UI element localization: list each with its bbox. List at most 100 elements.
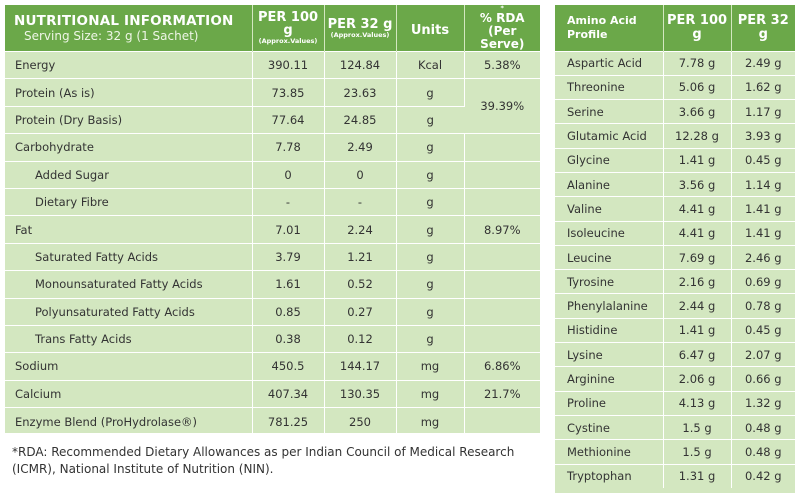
table-row: Proline 4.13 g 1.32 g [555, 391, 795, 416]
amino-per32-value: 0.48 g [744, 444, 782, 459]
nutrient-name: Dietary Fibre [5, 188, 253, 216]
amino-acid-name: Leucine [555, 245, 664, 270]
amino-per32-value: 0.69 g [744, 274, 782, 289]
table-row: Added Sugar 0 0 g [5, 161, 540, 189]
amino-per32-value: 0.78 g [744, 299, 782, 314]
table-row: Enzyme Blend (ProHydrolase®) 781.25 250 … [5, 407, 540, 435]
per100-value: 0.38 [252, 325, 325, 353]
per100-value: 390.11 [252, 51, 325, 79]
table-row: Lysine 6.47 g 2.07 g [555, 342, 795, 367]
amino-per32-value: 1.41 g [744, 201, 782, 216]
per100-value: 1.61 [252, 270, 325, 299]
table-row: Saturated Fatty Acids 3.79 1.21 g [5, 243, 540, 271]
amino-per100-value: 12.28 g [663, 123, 732, 149]
table-row: Protein (Dry Basis) 77.64 24.85 g [5, 106, 540, 134]
nutrition-panel: NUTRITIONAL INFORMATION Serving Size: 32… [5, 5, 540, 435]
amino-per100-value: 7.69 g [663, 245, 732, 270]
table-row: Protein (As is) 73.85 23.63 g 39.39% [5, 78, 540, 113]
amino-header-row: Amino Acid Profile PER 100 g PER 32 g [555, 5, 795, 51]
amino-acid-name: Valine [555, 196, 664, 222]
amino-acid-name: Glycine [555, 148, 664, 173]
amino-per32-value: 2.49 g [744, 56, 782, 71]
per32-value: 24.85 [324, 106, 397, 134]
unit-value: g [396, 161, 465, 189]
table-row: Serine 3.66 g 1.17 g [555, 99, 795, 124]
rda-footnote: *RDA: Recommended Dietary Allowances as … [12, 445, 515, 476]
per32-value: - [324, 188, 397, 216]
nutrient-name: Sodium [5, 352, 253, 381]
rda-value: 39.39% [480, 99, 525, 114]
table-row: Leucine 7.69 g 2.46 g [555, 245, 795, 270]
amino-acid-name: Isoleucine [555, 221, 664, 246]
col-per32-label: PER 32 g [327, 16, 393, 32]
amino-acid-name: Aspartic Acid [555, 51, 664, 76]
table-row: Glycine 1.41 g 0.45 g [555, 148, 795, 173]
nutrient-name: Protein (Dry Basis) [5, 106, 253, 134]
amino-per100-value: 5.06 g [663, 75, 732, 100]
nutrition-table: NUTRITIONAL INFORMATION Serving Size: 32… [5, 5, 540, 435]
nutrient-name: Enzyme Blend (ProHydrolase®) [5, 407, 253, 435]
amino-per100-value: 1.41 g [663, 318, 732, 343]
amino-per100-value: 1.5 g [663, 415, 732, 440]
per100-value: 407.34 [252, 380, 325, 408]
nutrition-title: NUTRITIONAL INFORMATION [14, 13, 234, 29]
amino-per32-value: 1.17 g [744, 104, 782, 119]
amino-per32-value: 2.07 g [744, 347, 782, 362]
amino-per100-value: 2.06 g [663, 366, 732, 392]
unit-value: Kcal [396, 51, 465, 79]
nutrient-name: Calcium [5, 380, 253, 408]
per32-value: 2.49 [324, 133, 397, 162]
table-row: Sodium 450.5 144.17 mg 6.86% [5, 352, 540, 381]
per100-value: 3.79 [252, 243, 325, 271]
table-row: Phenylalanine 2.44 g 0.78 g [555, 293, 795, 319]
amino-per32-value: 0.66 g [744, 372, 782, 386]
amino-per32-value: 0.45 g [744, 323, 782, 338]
unit-value: g [396, 78, 465, 107]
amino-acid-name: Cystine [555, 415, 664, 440]
nutrition-title-cell: NUTRITIONAL INFORMATION Serving Size: 32… [5, 5, 253, 52]
amino-acid-name: Tyrosine [555, 269, 664, 294]
table-row: Monounsaturated Fatty Acids 1.61 0.52 g [5, 270, 540, 299]
per100-value: 781.25 [252, 407, 325, 435]
amino-per32-value: 1.62 g [744, 80, 782, 95]
unit-value: g [396, 215, 465, 244]
per32-value: 23.63 [324, 78, 397, 107]
rda-value [464, 161, 540, 188]
unit-value: g [396, 243, 465, 271]
table-row: Histidine 1.41 g 0.45 g [555, 318, 795, 343]
col-rda-header: * % RDA (Per Serve) [464, 5, 540, 52]
amino-per100-value: 6.47 g [663, 342, 732, 367]
col-per32-header: PER 32 g (Approx.Values) [324, 5, 397, 52]
amino-acid-name: Phenylalanine [555, 293, 664, 319]
nutrient-name: Monounsaturated Fatty Acids [5, 270, 253, 299]
amino-acid-name: Proline [555, 391, 664, 416]
amino-per100-value: 4.41 g [663, 196, 732, 222]
nutrient-name: Saturated Fatty Acids [5, 243, 253, 271]
per100-value: - [252, 188, 325, 216]
unit-value: g [396, 325, 465, 353]
table-row: Tyrosine 2.16 g 0.69 g [555, 269, 795, 294]
col-amino-per100-header: PER 100 g [663, 5, 732, 51]
nutrient-name: Carbohydrate [5, 133, 253, 162]
per32-value: 0.12 [324, 325, 397, 353]
amino-acid-name: Histidine [555, 318, 664, 343]
table-row: Valine 4.41 g 1.41 g [555, 196, 795, 222]
table-row: Energy 390.11 124.84 Kcal 5.38% [5, 51, 540, 79]
rda-value [464, 188, 540, 215]
per32-value: 1.21 [324, 243, 397, 271]
col-units-label: Units [410, 22, 450, 38]
nutrient-name: Fat [5, 215, 253, 244]
amino-per32-value: 0.45 g [744, 153, 782, 168]
rda-value: 8.97% [483, 222, 521, 237]
unit-value: mg [396, 380, 465, 408]
per100-value: 7.78 [252, 133, 325, 162]
table-row: Methionine 1.5 g 0.48 g [555, 439, 795, 465]
rda-value [464, 298, 540, 325]
amino-per100-value: 2.16 g [663, 269, 732, 294]
col-amino-per32-header: PER 32 g [731, 5, 795, 51]
per32-value: 130.35 [324, 380, 397, 408]
col-per32-note: (Approx.Values) [330, 30, 390, 39]
per32-value: 0 [324, 161, 397, 189]
table-row: Aspartic Acid 7.78 g 2.49 g [555, 51, 795, 76]
per32-value: 0.52 [324, 270, 397, 299]
